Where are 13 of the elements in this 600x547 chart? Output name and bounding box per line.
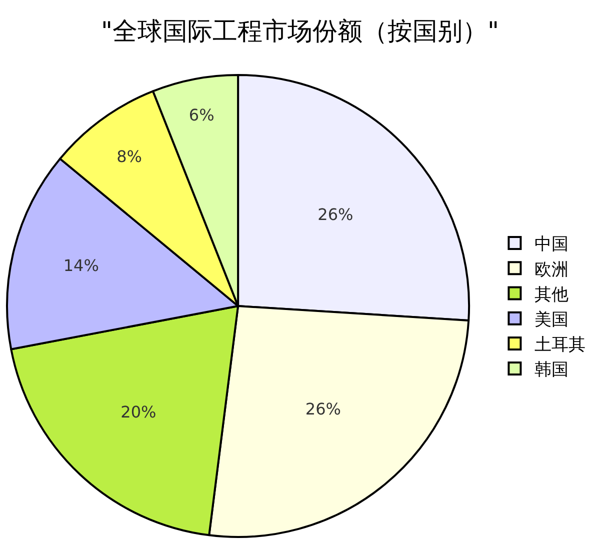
legend-label: 其他 (534, 284, 569, 305)
data-label: 26% (318, 205, 354, 224)
legend-label: 土耳其 (534, 335, 586, 356)
data-label: 6% (188, 105, 214, 124)
data-label: 26% (305, 399, 341, 418)
legend-label: 中国 (534, 234, 569, 255)
data-label: 14% (63, 256, 99, 276)
legend-label: 美国 (534, 310, 569, 330)
legend-label: 欧洲 (534, 260, 569, 280)
chart-title: "全球国际工程市场份额（按国别）" (101, 16, 499, 46)
data-label: 20% (120, 402, 156, 422)
data-label: 8% (116, 146, 142, 166)
legend-label: 韩国 (534, 360, 569, 380)
